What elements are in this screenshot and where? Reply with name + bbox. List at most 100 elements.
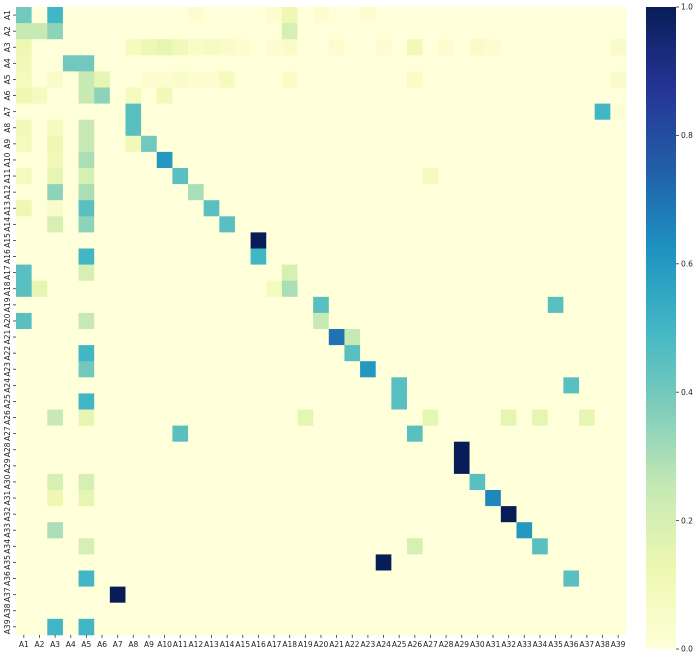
heatmap-cell-A7-A30 — [469, 103, 486, 121]
heatmap-cell-A22-A30 — [469, 345, 486, 362]
heatmap-cell-A10-A38 — [594, 151, 611, 169]
heatmap-cell-A20-A11 — [172, 312, 189, 330]
heatmap-cell-A8-A1 — [16, 119, 33, 137]
heatmap-cell-A14-A35 — [547, 216, 564, 233]
heatmap-cell-A19-A23 — [360, 296, 377, 314]
heatmap-cell-A23-A7 — [109, 361, 126, 378]
heatmap-cell-A30-A37 — [579, 473, 596, 491]
heatmap-cell-A34-A21 — [328, 538, 345, 555]
heatmap-cell-A26-A9 — [141, 409, 158, 426]
heatmap-cell-A2-A16 — [250, 23, 267, 40]
heatmap-cell-A12-A13 — [203, 184, 220, 201]
heatmap-cell-A1-A6 — [94, 7, 111, 24]
heatmap-cell-A27-A20 — [313, 425, 330, 443]
heatmap-cell-A7-A25 — [391, 103, 408, 121]
heatmap-cell-A10-A35 — [547, 151, 564, 169]
heatmap-cell-A27-A29 — [453, 425, 470, 443]
heatmap-cell-A31-A30 — [469, 490, 486, 507]
heatmap-cell-A39-A31 — [485, 618, 502, 636]
heatmap-cell-A5-A20 — [313, 71, 330, 88]
heatmap-cell-A4-A13 — [203, 55, 220, 72]
heatmap-cell-A34-A17 — [266, 538, 283, 555]
heatmap-cell-A2-A10 — [156, 23, 173, 40]
heatmap-cell-A5-A36 — [563, 71, 580, 88]
heatmap-cell-A24-A1 — [16, 377, 33, 394]
y-tick-label: A35 — [3, 555, 12, 570]
heatmap-cell-A18-A7 — [109, 280, 126, 298]
heatmap-cell-A32-A8 — [125, 506, 142, 523]
heatmap-cell-A8-A12 — [188, 119, 205, 137]
heatmap-cell-A21-A28 — [438, 329, 455, 346]
heatmap-cell-A36-A20 — [313, 570, 330, 587]
heatmap-cell-A10-A1 — [16, 151, 33, 169]
heatmap-cell-A21-A25 — [391, 329, 408, 346]
heatmap-cell-A29-A1 — [16, 457, 33, 475]
heatmap-cell-A22-A39 — [610, 345, 627, 362]
heatmap-cell-A1-A27 — [422, 7, 439, 24]
heatmap-cell-A38-A20 — [313, 602, 330, 620]
heatmap-cell-A3-A35 — [547, 39, 564, 56]
heatmap-cell-A27-A27 — [422, 425, 439, 443]
heatmap-cell-A3-A10 — [156, 39, 173, 56]
heatmap-cell-A31-A10 — [156, 490, 173, 507]
heatmap-cell-A39-A9 — [141, 618, 158, 636]
heatmap-cell-A34-A6 — [94, 538, 111, 555]
heatmap-cell-A18-A5 — [78, 280, 95, 298]
heatmap-cell-A36-A26 — [407, 570, 424, 587]
heatmap-cell-A5-A35 — [547, 71, 564, 88]
y-tick-label: A15 — [3, 233, 12, 248]
heatmap-cell-A37-A27 — [422, 586, 439, 604]
heatmap-cell-A18-A9 — [141, 280, 158, 298]
heatmap-cell-A37-A31 — [485, 586, 502, 604]
heatmap-cell-A3-A24 — [375, 39, 392, 56]
heatmap-cell-A1-A7 — [109, 7, 126, 24]
heatmap-cell-A18-A12 — [188, 280, 205, 298]
heatmap-cell-A14-A7 — [109, 216, 126, 233]
heatmap-cell-A1-A5 — [78, 7, 95, 24]
heatmap-cell-A20-A6 — [94, 312, 111, 330]
heatmap-cell-A28-A1 — [16, 441, 33, 459]
heatmap-cell-A33-A27 — [422, 522, 439, 539]
heatmap-cell-A36-A34 — [532, 570, 549, 587]
heatmap-cell-A9-A32 — [500, 135, 517, 153]
heatmap-cell-A35-A14 — [219, 554, 236, 571]
heatmap-cell-A11-A3 — [47, 168, 64, 185]
heatmap-cell-A14-A37 — [579, 216, 596, 233]
heatmap-cell-A15-A39 — [610, 232, 627, 249]
heatmap-cell-A1-A4 — [62, 7, 79, 24]
heatmap-cell-A12-A28 — [438, 184, 455, 201]
heatmap-cell-A16-A21 — [328, 248, 345, 265]
heatmap-cell-A30-A6 — [94, 473, 111, 491]
heatmap-cell-A1-A21 — [328, 7, 345, 24]
heatmap-cell-A32-A12 — [188, 506, 205, 523]
heatmap-cell-A24-A27 — [422, 377, 439, 394]
y-tick-label: A7 — [3, 106, 12, 116]
heatmap-cell-A12-A11 — [172, 184, 189, 201]
heatmap-cell-A12-A22 — [344, 184, 361, 201]
heatmap-cell-A23-A14 — [219, 361, 236, 378]
heatmap-cell-A39-A32 — [500, 618, 517, 636]
heatmap-cell-A27-A24 — [375, 425, 392, 443]
heatmap-cell-A39-A3 — [47, 618, 64, 636]
heatmap-cell-A20-A21 — [328, 312, 345, 330]
heatmap-cell-A17-A6 — [94, 264, 111, 282]
heatmap-cell-A23-A32 — [500, 361, 517, 378]
heatmap-cell-A14-A28 — [438, 216, 455, 233]
heatmap-cell-A19-A2 — [31, 296, 48, 314]
heatmap-cell-A15-A27 — [422, 232, 439, 249]
heatmap-cell-A15-A5 — [78, 232, 95, 249]
heatmap-cell-A37-A12 — [188, 586, 205, 604]
x-tick-label: A4 — [66, 640, 76, 649]
heatmap-cell-A6-A28 — [438, 87, 455, 104]
colorbar-tick-label: 0.8 — [681, 131, 693, 140]
heatmap-cell-A14-A31 — [485, 216, 502, 233]
heatmap-cell-A37-A7 — [109, 586, 126, 604]
heatmap-cell-A17-A37 — [579, 264, 596, 282]
heatmap-cell-A9-A31 — [485, 135, 502, 153]
heatmap-cell-A18-A35 — [547, 280, 564, 298]
heatmap-cell-A28-A7 — [109, 441, 126, 459]
heatmap-cell-A10-A30 — [469, 151, 486, 169]
heatmap-cell-A6-A11 — [172, 87, 189, 104]
heatmap-cell-A39-A34 — [532, 618, 549, 636]
heatmap-cell-A16-A25 — [391, 248, 408, 265]
